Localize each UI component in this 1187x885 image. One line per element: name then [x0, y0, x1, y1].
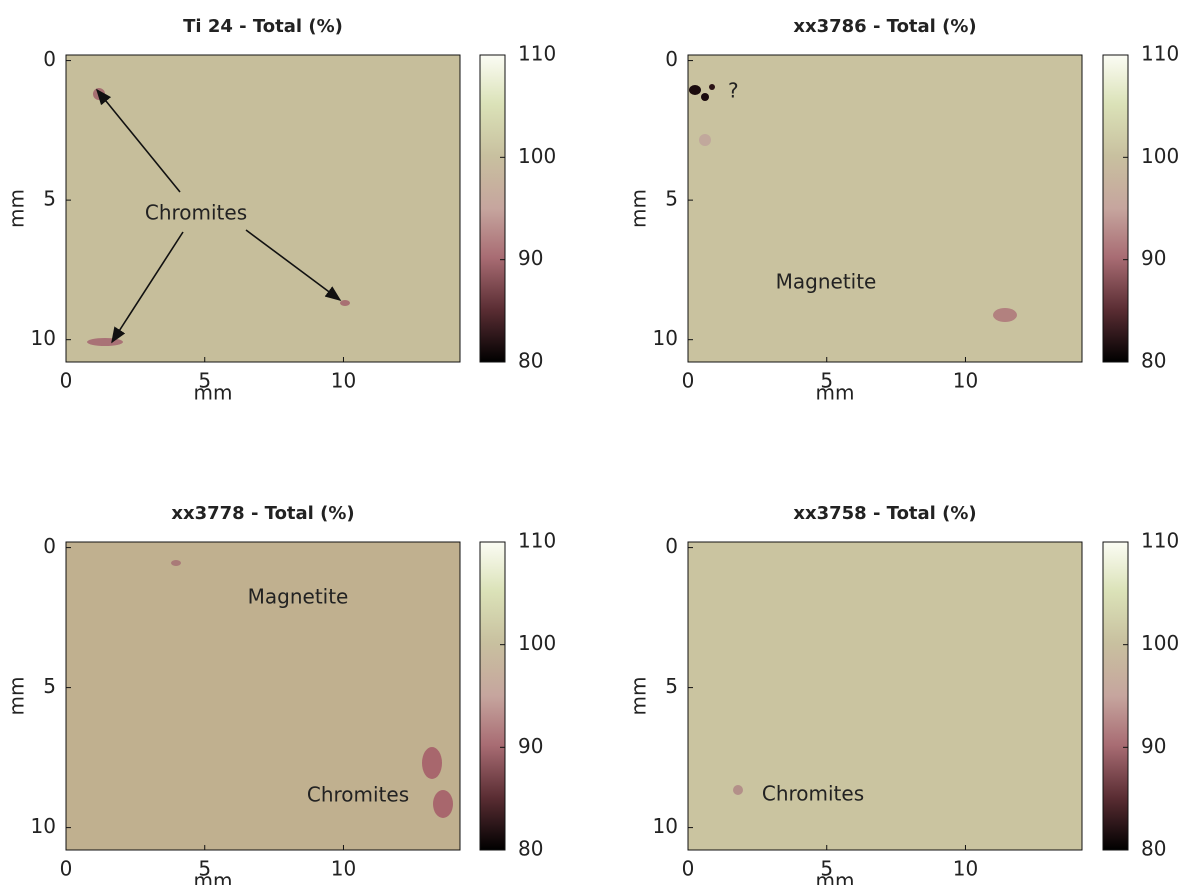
colorbar-tick-label: 90: [518, 734, 543, 758]
y-tick-label: 5: [665, 674, 678, 698]
y-axis-label: mm: [5, 189, 29, 228]
x-tick-label: 5: [820, 857, 833, 881]
mineral-grain: [701, 93, 709, 101]
annotation: Chromites: [145, 201, 247, 225]
colorbar-tick-label: 90: [518, 246, 543, 270]
x-tick-label: 10: [331, 857, 356, 881]
x-tick-label: 0: [60, 857, 73, 881]
annotation-arrow: [111, 231, 184, 344]
chart-title: xx3758 - Total (%): [793, 503, 976, 524]
x-axis-label: mm: [194, 869, 233, 885]
annotation: ?: [728, 79, 739, 103]
annotation: Magnetite: [248, 585, 349, 609]
mineral-grain: [171, 560, 181, 566]
y-tick-label: 5: [665, 187, 678, 211]
annotation-arrow: [245, 229, 342, 301]
x-tick-label: 10: [331, 369, 356, 393]
x-tick-label: 5: [198, 369, 211, 393]
mineral-grain: [340, 300, 350, 306]
colorbar-tick-label: 100: [518, 144, 556, 168]
annotation: Magnetite: [776, 270, 877, 294]
colorbar-tick-label: 110: [518, 529, 556, 553]
chart-title: xx3778 - Total (%): [171, 503, 354, 524]
mineral-grain: [433, 790, 453, 818]
y-tick-label: 0: [665, 534, 678, 558]
mineral-grain: [709, 84, 715, 90]
mineral-grain: [422, 747, 442, 779]
heatmap-image: [66, 542, 460, 850]
y-tick-label: 10: [653, 326, 678, 350]
y-tick-label: 5: [43, 187, 56, 211]
colorbar-tick-label: 110: [1141, 42, 1179, 66]
y-tick-label: 5: [43, 674, 56, 698]
heatmap-image: [66, 55, 460, 362]
x-axis-label: mm: [194, 381, 233, 405]
colorbar: [1102, 54, 1129, 363]
colorbar-tick-label: 80: [518, 349, 543, 373]
mineral-grain: [699, 134, 711, 146]
mineral-grain: [87, 338, 123, 346]
x-tick-label: 5: [820, 369, 833, 393]
annotation: Chromites: [307, 783, 409, 807]
colorbar-tick-label: 100: [518, 631, 556, 655]
colorbar-tick-label: 80: [1141, 349, 1166, 373]
x-tick-label: 10: [953, 369, 978, 393]
mineral-grain: [993, 308, 1017, 322]
colorbar-tick-label: 80: [1141, 837, 1166, 861]
y-tick-label: 0: [43, 47, 56, 71]
colorbar-tick-label: 90: [1141, 246, 1166, 270]
y-tick-label: 0: [43, 534, 56, 558]
colorbar-tick-label: 110: [1141, 529, 1179, 553]
plot-frame: [687, 54, 1083, 363]
y-tick-label: 10: [31, 814, 56, 838]
annotation: Chromites: [762, 782, 864, 806]
heatmap-image: [688, 55, 1082, 362]
colorbar: [479, 541, 506, 851]
colorbar: [1102, 541, 1129, 851]
heatmap-image: [688, 542, 1082, 850]
y-axis-label: mm: [5, 677, 29, 716]
colorbar-tick-label: 100: [1141, 144, 1179, 168]
x-axis-label: mm: [816, 381, 855, 405]
x-tick-label: 0: [682, 369, 695, 393]
x-tick-label: 10: [953, 857, 978, 881]
colorbar-tick-label: 90: [1141, 734, 1166, 758]
chart-title: xx3786 - Total (%): [793, 16, 976, 37]
y-tick-label: 0: [665, 47, 678, 71]
x-tick-label: 0: [682, 857, 695, 881]
y-axis-label: mm: [627, 677, 651, 716]
mineral-grain: [689, 85, 701, 95]
plot-frame: [65, 541, 461, 851]
y-axis-label: mm: [627, 189, 651, 228]
colorbar-tick-label: 110: [518, 42, 556, 66]
colorbar-tick-label: 80: [518, 837, 543, 861]
plot-frame: [687, 541, 1083, 851]
x-axis-label: mm: [816, 869, 855, 885]
annotation-arrow: [95, 88, 181, 193]
mineral-grain: [733, 785, 743, 795]
x-tick-label: 5: [198, 857, 211, 881]
colorbar: [479, 54, 506, 363]
chart-title: Ti 24 - Total (%): [183, 16, 343, 37]
plot-frame: [65, 54, 461, 363]
y-tick-label: 10: [31, 326, 56, 350]
x-tick-label: 0: [60, 369, 73, 393]
y-tick-label: 10: [653, 814, 678, 838]
colorbar-tick-label: 100: [1141, 631, 1179, 655]
